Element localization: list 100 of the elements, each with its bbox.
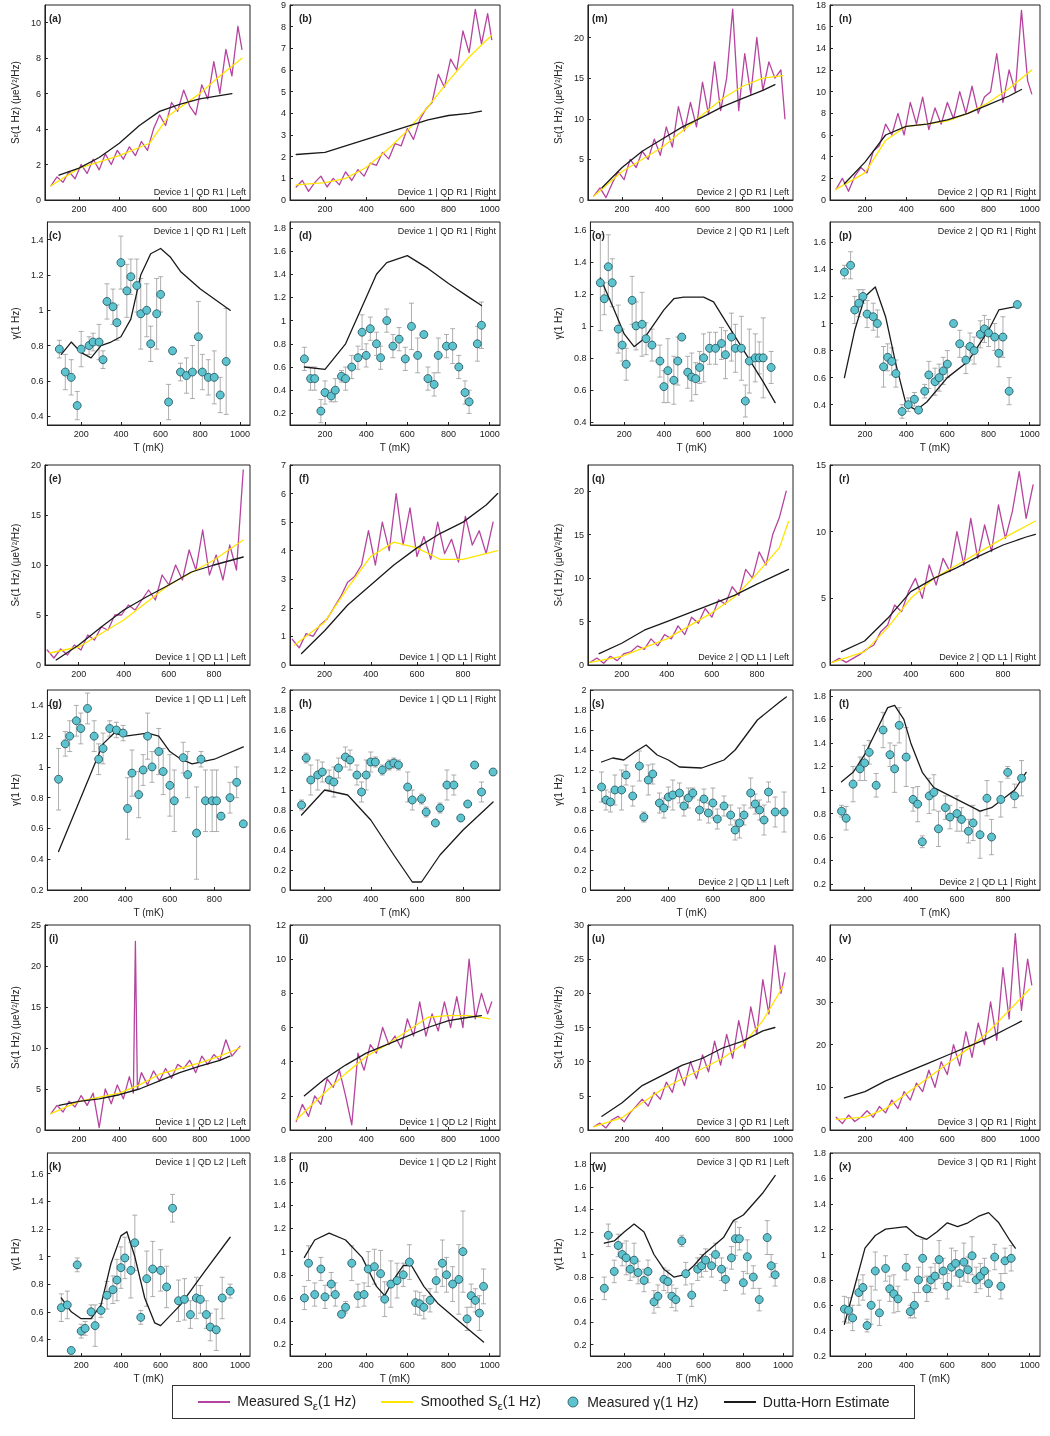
point (96, 1306, 106, 1315)
y-tick-label: 5 (578, 154, 584, 165)
point (866, 1300, 876, 1310)
y-tick-label: 1.4 (813, 1198, 826, 1209)
y-tick-label: 1 (280, 1246, 286, 1257)
point (215, 390, 225, 400)
point (71, 716, 81, 726)
line-series (589, 520, 790, 664)
x-tick-label: 400 (117, 893, 133, 904)
y-tick-label: 0.4 (813, 1325, 826, 1336)
x-tick-label: 600 (399, 1359, 415, 1370)
point (300, 1293, 309, 1303)
x-tick-label: 200 (317, 1133, 333, 1144)
y-tick-label: 16 (815, 21, 826, 32)
y-tick-label: 6 (820, 130, 826, 140)
x-tick-label: 800 (192, 1359, 208, 1370)
point (212, 796, 222, 806)
y-tick-label: 2 (280, 151, 286, 162)
annotation: Device 2 | QD L1 | Right (939, 876, 1037, 887)
point (120, 1253, 130, 1263)
y-tick-label: 15 (30, 1002, 41, 1012)
x-tick-label: 800 (441, 1133, 457, 1144)
y-tick-label: 1.6 (30, 1168, 44, 1179)
point (431, 1276, 441, 1285)
annotation: Device 2 | QD R1 | Left (696, 225, 790, 236)
x-axis-title: T (mK) (133, 442, 164, 454)
x-tick-label: 200 (73, 428, 89, 439)
point (164, 397, 173, 407)
point (72, 401, 82, 410)
x-tick-label: 800 (735, 1133, 751, 1144)
x-tick-label: 600 (161, 668, 177, 679)
point (975, 830, 985, 840)
point (603, 262, 613, 272)
y-tick-label: 1.4 (30, 700, 44, 711)
point (162, 1282, 171, 1292)
x-axis-title: T (mK) (676, 907, 707, 919)
y-tick-label: 1.6 (813, 237, 826, 248)
y-tick-label: 0.6 (573, 384, 587, 395)
text: (a) (49, 12, 62, 24)
y-tick-label: 0.6 (813, 1300, 826, 1311)
y-tick-label: 1.2 (573, 1226, 587, 1237)
y-tick-label: 10 (30, 560, 41, 570)
point (717, 339, 726, 348)
point (413, 351, 423, 360)
line-series (300, 789, 494, 883)
y-tick-label: 0.4 (813, 855, 826, 866)
point (169, 796, 179, 806)
x-tick-label: 400 (654, 203, 670, 214)
x-tick-label: 200 (616, 893, 632, 904)
point (881, 1264, 890, 1273)
point (165, 780, 175, 790)
point (711, 343, 720, 353)
point (376, 1269, 385, 1279)
y-tick-label: 20 (815, 1039, 826, 1050)
annotation: Device 1 | QD L2 | Left (155, 1116, 247, 1127)
y-tick-label: 5 (35, 1084, 41, 1094)
point (89, 731, 99, 741)
point (392, 1276, 402, 1285)
y-tick-label: 0.4 (813, 399, 826, 410)
y-tick-label: 1.2 (813, 291, 826, 302)
point (400, 354, 410, 364)
line-series (303, 1014, 483, 1097)
text: (k) (49, 1160, 62, 1172)
y-tick-label: 20 (30, 961, 41, 971)
x-tick-label: 600 (939, 1133, 955, 1144)
y-tick-label: 4 (280, 545, 286, 556)
annotation: Device 1 | QD L2 | Right (399, 1156, 497, 1167)
x-tick-label: 400 (116, 668, 132, 679)
text: (d) (299, 229, 312, 241)
point (609, 1267, 619, 1276)
x-tick-label: 800 (455, 893, 471, 904)
x-tick-label: 800 (735, 203, 751, 214)
point (454, 362, 464, 372)
point (347, 362, 357, 372)
point (975, 329, 985, 339)
y-tick-label: 1.4 (30, 1196, 44, 1207)
x-tick-label: 600 (696, 428, 712, 439)
point (112, 725, 121, 735)
point (370, 1262, 379, 1272)
y-tick-label: 0.6 (30, 1306, 44, 1317)
y-tick-label: 10 (275, 954, 286, 965)
y-tick-label: 0.6 (273, 825, 286, 835)
point (147, 762, 157, 772)
x-tick-label: 1000 (479, 428, 500, 439)
text: (n) (839, 12, 852, 24)
point (72, 1260, 82, 1270)
x-tick-label: 1000 (772, 1133, 793, 1144)
x-tick-label: 800 (995, 668, 1011, 679)
point (924, 370, 934, 380)
text: (r) (839, 472, 850, 484)
point (742, 1252, 752, 1262)
line-series (589, 490, 787, 664)
text: (j) (299, 932, 309, 944)
y-tick-label: 0.8 (813, 345, 826, 356)
y-tick-label: 0.4 (30, 1334, 44, 1345)
y-tick-label: 0.8 (273, 1269, 286, 1280)
point (748, 1272, 758, 1282)
point (448, 1279, 458, 1289)
x-tick-label: 200 (614, 1133, 630, 1144)
point (964, 826, 973, 836)
